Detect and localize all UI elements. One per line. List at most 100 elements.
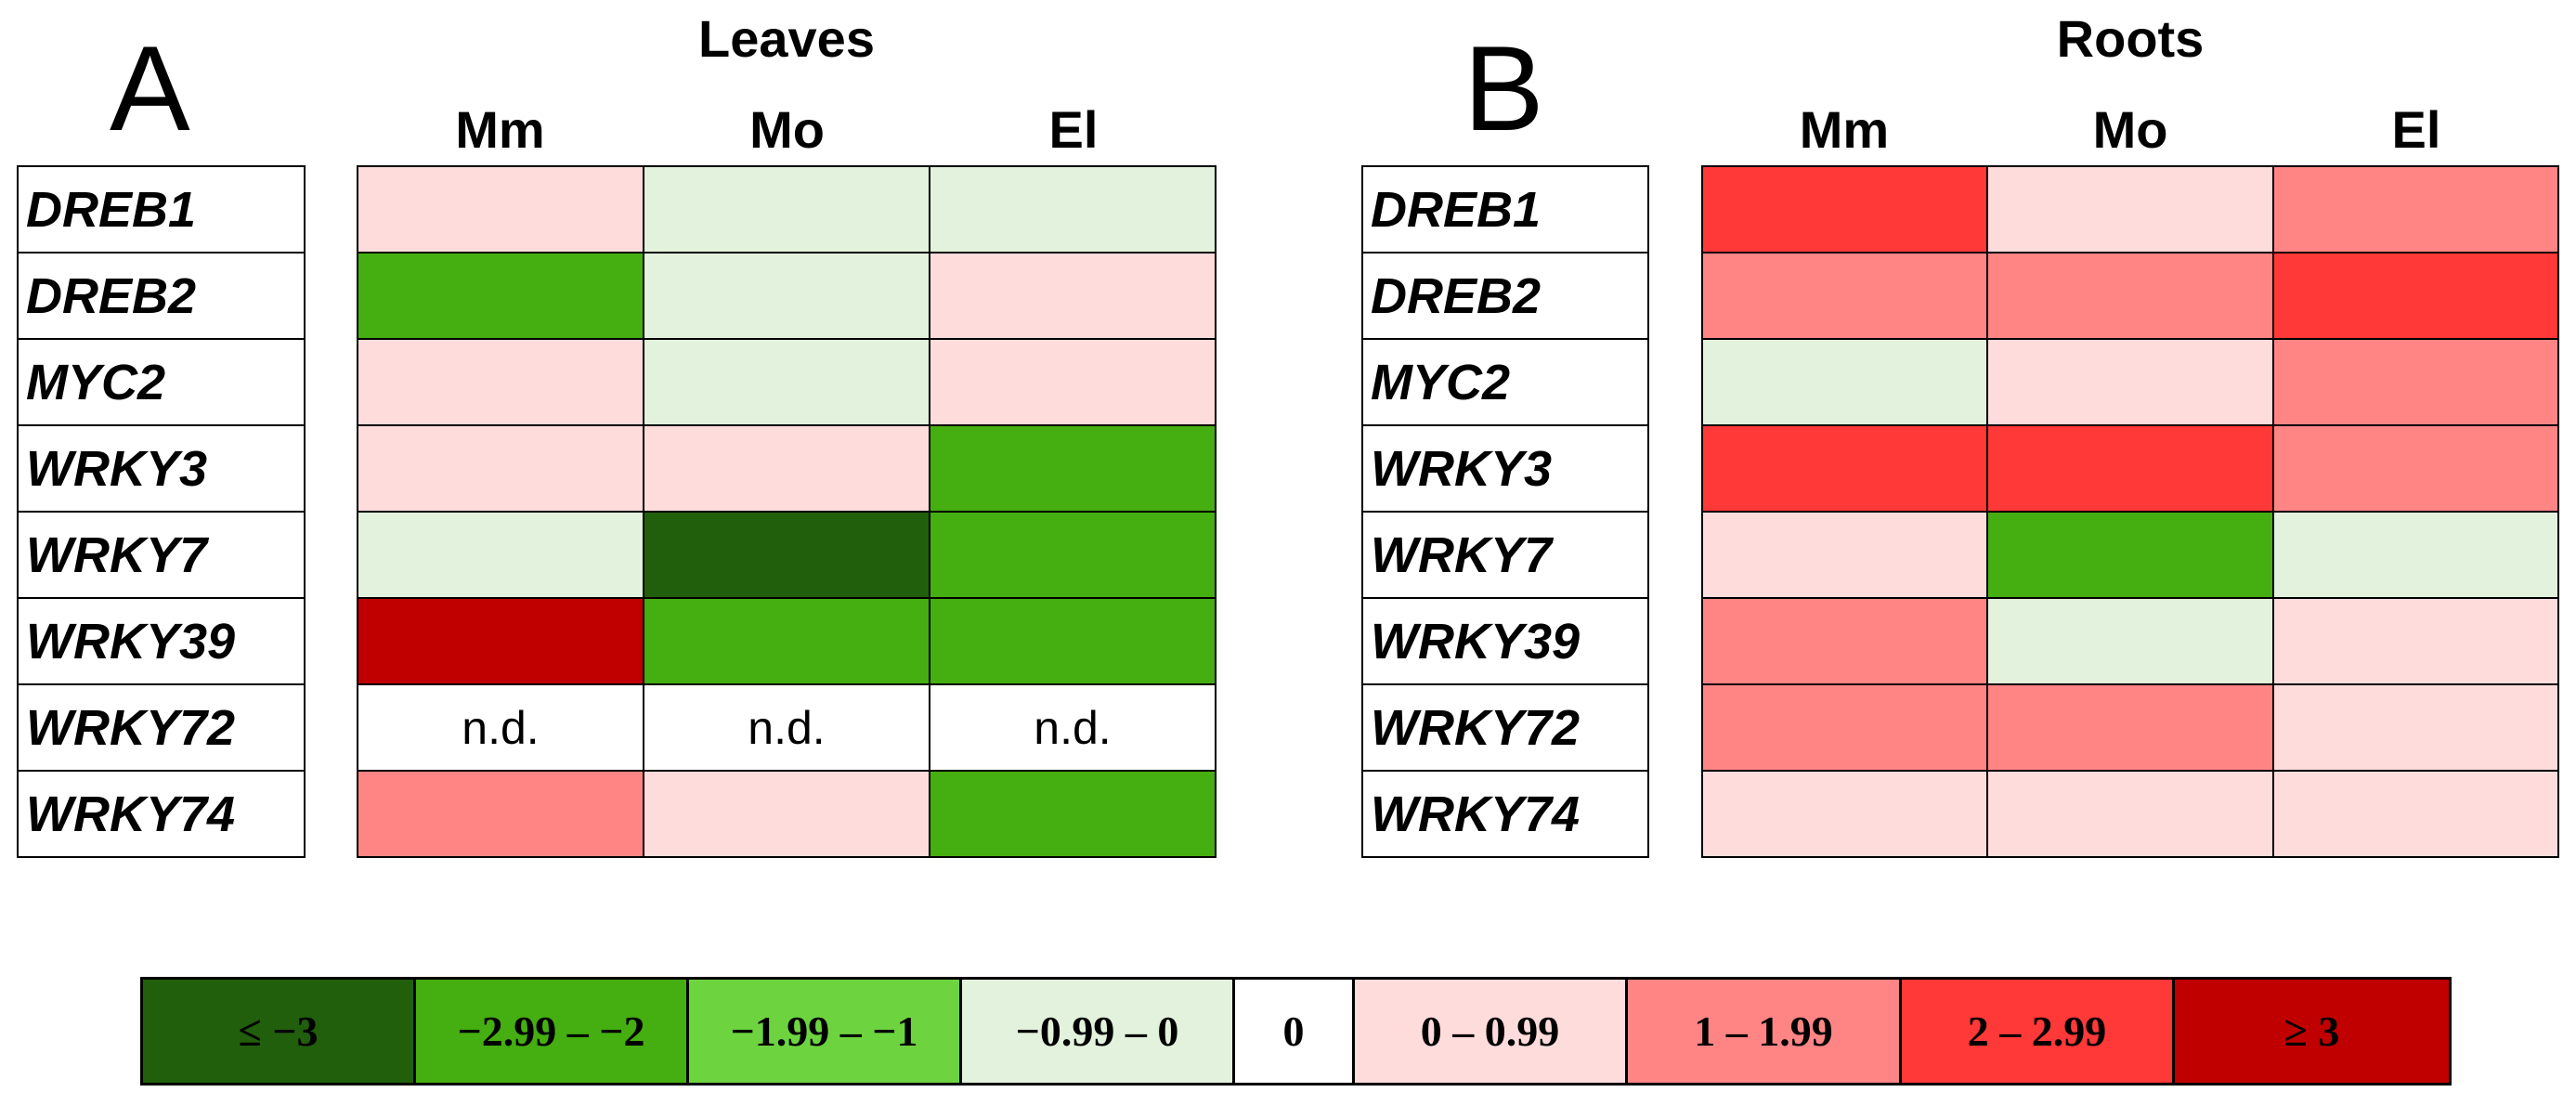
heatmap-cell-wrky39-el	[2271, 597, 2560, 685]
heatmap-roots	[1700, 165, 2560, 858]
heatmap-cell-wrky7-mo	[643, 511, 930, 599]
heatmap-cell-wrky39-el	[929, 597, 1216, 685]
legend-swatch: −2.99 – −2	[413, 977, 689, 1086]
heatmap-row-dreb2	[357, 252, 1216, 340]
gene-label: DREB2	[1361, 252, 1649, 340]
legend-swatch: ≤ −3	[140, 977, 416, 1086]
heatmap-cell-dreb1-mo	[643, 165, 930, 254]
heatmap-row-wrky39	[357, 597, 1216, 685]
heatmap-row-wrky3	[1700, 424, 2560, 513]
heatmap-row-myc2	[357, 338, 1216, 426]
heatmap-row-wrky7	[1700, 511, 2560, 599]
column-header-mo-leaves: Mo	[749, 100, 825, 159]
heatmap-cell-wrky7-mo	[1986, 511, 2274, 599]
panel-letter-b: B	[1464, 20, 1544, 156]
heatmap-cell-dreb2-el	[2271, 252, 2560, 340]
heatmap-row-dreb2	[1700, 252, 2560, 340]
heatmap-cell-dreb1-el	[2271, 165, 2560, 254]
gene-label: WRKY74	[1361, 770, 1649, 858]
heatmap-cell-wrky3-mo	[643, 424, 930, 513]
legend-swatch: −0.99 – 0	[959, 977, 1235, 1086]
heatmap-cell-myc2-mo	[643, 338, 930, 426]
heatmap-row-dreb1	[1700, 165, 2560, 254]
heatmap-cell-wrky74-mm	[357, 770, 644, 858]
heatmap-cell-wrky7-mm	[1700, 511, 1989, 599]
heatmap-cell-wrky3-mm	[357, 424, 644, 513]
heatmap-row-wrky72: n.d. n.d. n.d.	[357, 683, 1216, 772]
panel-title-roots: Roots	[2056, 9, 2205, 68]
heatmap-cell-dreb1-el	[929, 165, 1216, 254]
heatmap-cell-wrky3-el	[929, 424, 1216, 513]
heatmap-row-wrky7	[357, 511, 1216, 599]
column-header-mm-leaves: Mm	[455, 100, 545, 159]
heatmap-cell-wrky7-el	[929, 511, 1216, 599]
heatmap-cell-dreb2-mo	[1986, 252, 2274, 340]
legend-swatch: ≥ 3	[2172, 977, 2452, 1086]
legend-swatch: −1.99 – −1	[686, 977, 962, 1086]
heatmap-cell-dreb2-mo	[643, 252, 930, 340]
heatmap-row-wrky39	[1700, 597, 2560, 685]
heatmap-cell-wrky39-mo	[1986, 597, 2274, 685]
gene-label-table-b: DREB1 DREB2 MYC2 WRKY3 WRKY7 WRKY39 WRKY…	[1361, 165, 1649, 858]
heatmap-row-wrky74	[1700, 770, 2560, 858]
heatmap-cell-dreb2-mm	[357, 252, 644, 340]
heatmap-row-wrky72	[1700, 683, 2560, 772]
gene-label: WRKY3	[1361, 424, 1649, 513]
gene-label: WRKY3	[17, 424, 306, 513]
heatmap-row-dreb1	[357, 165, 1216, 254]
gene-label: DREB1	[17, 165, 306, 254]
heatmap-cell-myc2-mm	[1700, 338, 1989, 426]
heatmap-cell-myc2-mm	[357, 338, 644, 426]
heatmap-cell-myc2-el	[2271, 338, 2560, 426]
heatmap-cell-wrky72-el	[2271, 683, 2560, 772]
heatmap-cell-dreb1-mo	[1986, 165, 2274, 254]
heatmap-cell-wrky74-mm	[1700, 770, 1989, 858]
gene-label: DREB2	[17, 252, 306, 340]
gene-label: WRKY39	[1361, 597, 1649, 685]
heatmap-cell-myc2-mo	[1986, 338, 2274, 426]
heatmap-cell-wrky74-el	[929, 770, 1216, 858]
heatmap-cell-wrky39-mm	[1700, 597, 1989, 685]
legend-swatch: 2 – 2.99	[1899, 977, 2175, 1086]
gene-label: WRKY7	[17, 511, 306, 599]
heatmap-cell-wrky72-mm: n.d.	[357, 683, 644, 772]
heatmap-cell-wrky74-mo	[643, 770, 930, 858]
gene-label: MYC2	[1361, 338, 1649, 426]
gene-label: MYC2	[17, 338, 306, 426]
heatmap-row-wrky74	[357, 770, 1216, 858]
legend-swatch: 1 – 1.99	[1625, 977, 1902, 1086]
column-header-mm-roots: Mm	[1799, 100, 1890, 159]
heatmap-cell-wrky39-mo	[643, 597, 930, 685]
column-header-mo-roots: Mo	[2092, 100, 2168, 159]
column-header-el-roots: El	[2391, 100, 2441, 159]
gene-label: WRKY72	[1361, 683, 1649, 772]
gene-label: WRKY39	[17, 597, 306, 685]
heatmap-cell-wrky72-mo	[1986, 683, 2274, 772]
heatmap-leaves: n.d. n.d. n.d.	[357, 165, 1216, 858]
heatmap-row-wrky3	[357, 424, 1216, 513]
heatmap-cell-wrky39-mm	[357, 597, 644, 685]
heatmap-cell-wrky7-el	[2271, 511, 2560, 599]
heatmap-cell-myc2-el	[929, 338, 1216, 426]
gene-label: WRKY74	[17, 770, 306, 858]
heatmap-cell-wrky7-mm	[357, 511, 644, 599]
panel-letter-a: A	[110, 20, 190, 156]
heatmap-cell-wrky3-el	[2271, 424, 2560, 513]
gene-label: DREB1	[1361, 165, 1649, 254]
column-header-el-leaves: El	[1048, 100, 1099, 159]
heatmap-cell-wrky72-mm	[1700, 683, 1989, 772]
panel-title-leaves: Leaves	[698, 9, 875, 68]
gene-label: WRKY7	[1361, 511, 1649, 599]
gene-label-table-a: DREB1 DREB2 MYC2 WRKY3 WRKY7 WRKY39 WRKY…	[17, 165, 306, 858]
heatmap-row-myc2	[1700, 338, 2560, 426]
heatmap-cell-dreb2-el	[929, 252, 1216, 340]
gene-label: WRKY72	[17, 683, 306, 772]
heatmap-cell-dreb2-mm	[1700, 252, 1989, 340]
heatmap-cell-wrky72-mo: n.d.	[643, 683, 930, 772]
heatmap-cell-dreb1-mm	[357, 165, 644, 254]
legend-swatch: 0 – 0.99	[1352, 977, 1628, 1086]
heatmap-cell-wrky74-el	[2271, 770, 2560, 858]
heatmap-cell-wrky3-mo	[1986, 424, 2274, 513]
